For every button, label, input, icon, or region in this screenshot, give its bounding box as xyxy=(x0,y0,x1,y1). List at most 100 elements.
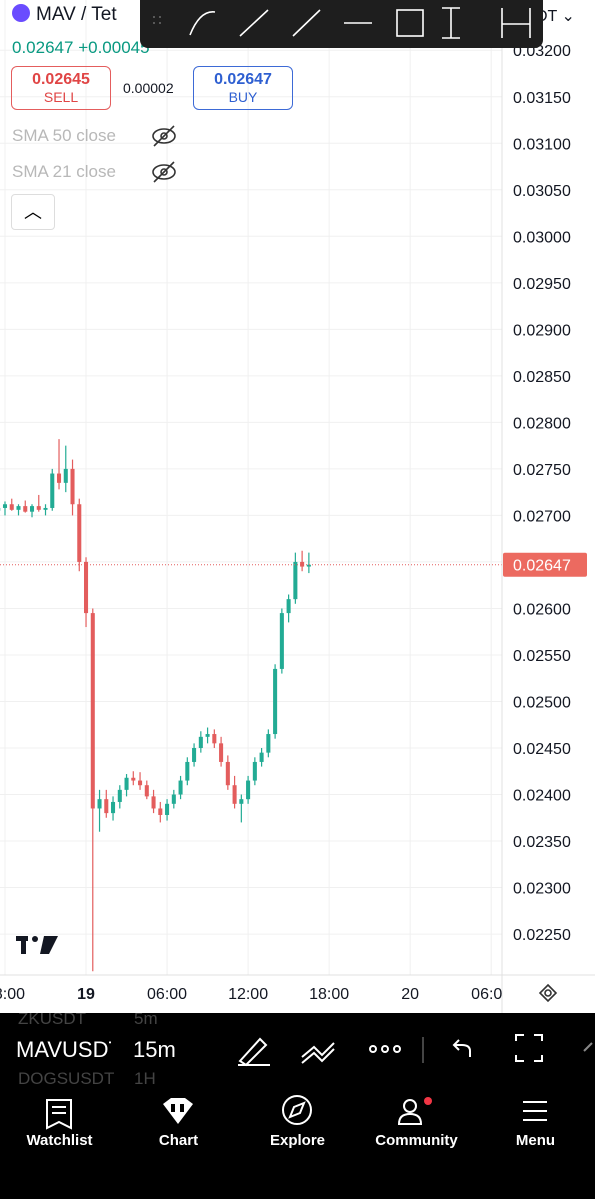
draw-button[interactable] xyxy=(238,1037,270,1067)
candle-body xyxy=(111,801,116,814)
symbol-title[interactable]: MAV / Tet xyxy=(12,4,117,26)
logo xyxy=(16,936,58,954)
tool[interactable] xyxy=(189,11,216,36)
tool[interactable] xyxy=(396,9,424,37)
y-tick-label: 0.02250 xyxy=(513,927,571,944)
settings-icon[interactable] xyxy=(538,983,558,1003)
y-tick-label: 0.02750 xyxy=(513,462,571,479)
indicator[interactable]: SMA 50 close xyxy=(12,126,116,145)
tab[interactable]: Menu xyxy=(476,1086,595,1199)
y-tick-label: 0.02400 xyxy=(513,788,571,805)
buy-button[interactable]: 0.02647 BUY xyxy=(193,66,293,110)
candle-body xyxy=(29,506,35,512)
candle-body xyxy=(70,468,75,505)
candle-body xyxy=(286,599,291,614)
tab-label: Explore xyxy=(269,1132,326,1149)
tab-bar: Watchlist Chart Explore Community Menu xyxy=(0,1086,595,1199)
candle-body xyxy=(232,785,237,804)
candle-body xyxy=(239,799,244,804)
candle-body xyxy=(117,789,122,802)
collapse-button[interactable]: ︿ xyxy=(11,194,55,230)
symbol: MAV / Tet xyxy=(36,4,117,25)
tab[interactable]: Chart xyxy=(119,1086,238,1199)
y-tick-label: 0.02550 xyxy=(513,648,571,665)
undo-button[interactable] xyxy=(452,1039,471,1057)
y-tick-label: 0.03150 xyxy=(513,90,571,107)
tool[interactable] xyxy=(292,9,321,37)
fullscreen-button[interactable] xyxy=(515,1034,543,1062)
y-tick-label: 0.02850 xyxy=(513,369,571,386)
y-tick-label: 0.02300 xyxy=(513,881,571,898)
candle-body xyxy=(212,734,217,744)
candle-body xyxy=(9,504,14,510)
candle-body xyxy=(104,799,109,814)
indicator[interactable]: SMA 21 close xyxy=(12,162,116,181)
candle-body xyxy=(131,777,136,781)
drawing-toolbar xyxy=(140,0,543,48)
candle-body xyxy=(97,799,102,809)
tool[interactable] xyxy=(501,8,531,38)
interval-selected[interactable]: 15m xyxy=(133,1037,176,1062)
candle-body xyxy=(300,561,305,567)
candle-body xyxy=(84,561,89,614)
interval-option[interactable]: 1H xyxy=(134,1069,156,1086)
candle-body xyxy=(56,473,62,483)
sell-label: SELL xyxy=(43,89,79,105)
candle-body xyxy=(171,794,176,804)
interval-option[interactable]: 5m xyxy=(134,1013,158,1028)
y-tick-label: 0.02800 xyxy=(513,415,571,432)
indicators-button[interactable] xyxy=(301,1042,335,1064)
candle-body xyxy=(252,761,257,781)
candle-body xyxy=(16,506,21,510)
y-tick-label: 0.02450 xyxy=(513,741,571,758)
sell-price: 0.02645 xyxy=(32,71,90,88)
tab[interactable]: Explore xyxy=(238,1086,357,1199)
buy-label: BUY xyxy=(228,89,258,105)
tool[interactable] xyxy=(239,9,269,37)
tab[interactable]: Community xyxy=(357,1086,476,1199)
candle-body xyxy=(273,668,278,735)
candle-body xyxy=(205,734,210,737)
symbol-option[interactable]: ZKUSDT xyxy=(18,1013,86,1028)
candle-body xyxy=(158,808,163,815)
last-price-box xyxy=(503,552,587,577)
candle-body xyxy=(293,561,298,600)
candle-body xyxy=(90,613,95,809)
tab-label: Watchlist xyxy=(26,1132,93,1149)
y-tick-label: 0.03000 xyxy=(513,229,571,246)
bar-actions xyxy=(238,1034,593,1067)
symbol-selected[interactable]: MAVUSDT xyxy=(16,1037,111,1062)
candle-body xyxy=(165,803,170,815)
x-tick-label: 06:00 xyxy=(147,986,187,1003)
candle-body xyxy=(144,785,149,797)
x-tick-label: 18:00 xyxy=(309,986,349,1003)
symbol-icon xyxy=(12,4,30,22)
price-change: 0.02647 +0.00045 xyxy=(12,38,150,58)
last-price-label: 0.02647 xyxy=(513,558,571,575)
candle-body xyxy=(77,504,82,562)
visibility-icons[interactable] xyxy=(150,124,180,186)
tool[interactable] xyxy=(442,7,460,39)
x-tick-label: 12:00 xyxy=(228,986,268,1003)
candle-body xyxy=(192,747,197,762)
tab-icon xyxy=(282,1095,312,1125)
buy-price: 0.02647 xyxy=(214,71,272,88)
candle-body xyxy=(246,780,251,800)
tab[interactable]: Watchlist xyxy=(0,1086,119,1199)
y-tick-label: 0.02950 xyxy=(513,276,571,293)
candle-body xyxy=(279,613,284,669)
sell-button[interactable]: 0.02645 SELL xyxy=(11,66,111,110)
y-tick-label: 0.02600 xyxy=(513,601,571,618)
y-tick-label: 0.02350 xyxy=(513,834,571,851)
x-tick-label: 19 xyxy=(77,986,95,1003)
y-tick-label: 0.02900 xyxy=(513,322,571,339)
symbol-option[interactable]: DOGSUSDT xyxy=(18,1069,115,1086)
tab-icon xyxy=(523,1101,547,1121)
candle-body xyxy=(63,468,68,483)
y-tick-label: 0.03050 xyxy=(513,183,571,200)
candle-body xyxy=(306,564,311,567)
candle-body xyxy=(36,506,41,510)
candle-body xyxy=(43,507,48,510)
candle-body xyxy=(178,780,183,795)
